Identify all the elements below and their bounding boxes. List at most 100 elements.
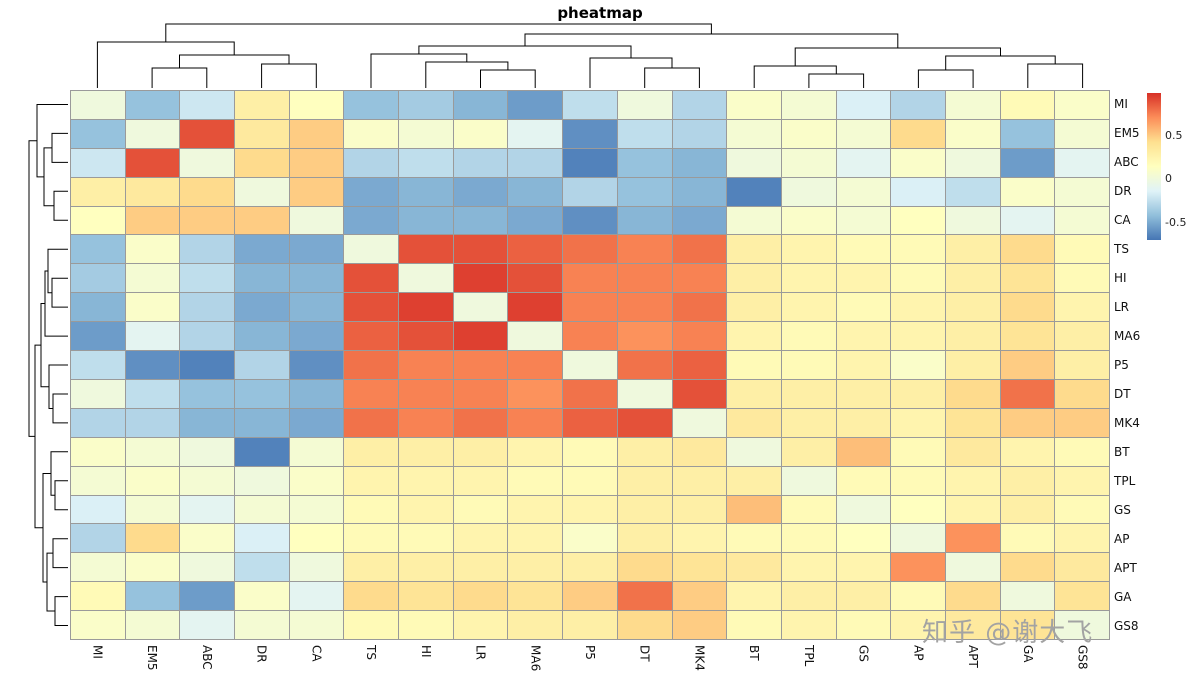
heatmap-cell xyxy=(891,524,945,553)
column-label: AP xyxy=(911,645,926,661)
heatmap-cell xyxy=(891,351,945,379)
heatmap-cell xyxy=(891,322,945,351)
heatmap-cell xyxy=(235,553,289,582)
heatmap-cell xyxy=(1000,611,1055,639)
heatmap-cell xyxy=(563,322,617,351)
heatmap-cell xyxy=(71,293,125,322)
row-label: GS8 xyxy=(1114,618,1139,633)
heatmap-cell xyxy=(508,582,563,611)
heatmap-cell xyxy=(508,148,563,177)
heatmap-cell xyxy=(781,322,836,351)
heatmap-cell xyxy=(289,553,344,582)
heatmap-cell xyxy=(508,437,563,466)
heatmap-cell xyxy=(71,177,125,206)
heatmap-cell xyxy=(891,611,945,639)
heatmap-cell xyxy=(891,553,945,582)
heatmap-cell xyxy=(672,611,727,639)
heatmap-cell xyxy=(1055,148,1109,177)
heatmap-cell xyxy=(672,379,727,408)
heatmap-cell xyxy=(945,408,1000,437)
heatmap-cell xyxy=(125,148,180,177)
column-label: ABC xyxy=(199,645,214,670)
heatmap-cell xyxy=(399,408,453,437)
heatmap-cell xyxy=(563,264,617,293)
heatmap-cell xyxy=(1055,437,1109,466)
heatmap-cell xyxy=(1055,293,1109,322)
column-label: DT xyxy=(637,645,652,662)
heatmap-cell xyxy=(399,177,453,206)
heatmap-cell xyxy=(1000,148,1055,177)
heatmap-cell xyxy=(945,379,1000,408)
heatmap-cell xyxy=(289,91,344,119)
heatmap-cell xyxy=(71,235,125,264)
heatmap-cell xyxy=(672,524,727,553)
heatmap-cell xyxy=(563,611,617,639)
heatmap-cell xyxy=(1000,582,1055,611)
heatmap-cell xyxy=(180,495,235,524)
heatmap-cell xyxy=(71,351,125,379)
heatmap-cell xyxy=(399,322,453,351)
column-label: BT xyxy=(747,645,762,661)
heatmap-cell xyxy=(836,437,891,466)
heatmap-cell xyxy=(617,91,672,119)
heatmap-cell xyxy=(235,293,289,322)
heatmap-cell xyxy=(289,582,344,611)
heatmap-cell xyxy=(508,351,563,379)
row-label: TS xyxy=(1114,242,1129,257)
heatmap-cell xyxy=(508,379,563,408)
heatmap-cell xyxy=(71,119,125,148)
heatmap-cell xyxy=(617,148,672,177)
heatmap-cell xyxy=(727,495,781,524)
heatmap-cell xyxy=(891,582,945,611)
heatmap-cell xyxy=(891,235,945,264)
heatmap-cell xyxy=(125,177,180,206)
heatmap-cell xyxy=(453,553,508,582)
heatmap-cell xyxy=(399,495,453,524)
heatmap-cell xyxy=(508,495,563,524)
heatmap-cell xyxy=(617,235,672,264)
heatmap-cell xyxy=(508,206,563,235)
heatmap-cell xyxy=(125,119,180,148)
heatmap-cell xyxy=(344,379,399,408)
heatmap-cell xyxy=(672,466,727,495)
heatmap-cell xyxy=(1000,524,1055,553)
heatmap-cell xyxy=(945,553,1000,582)
row-label: GS xyxy=(1114,502,1131,517)
heatmap-cell xyxy=(289,235,344,264)
heatmap-cell xyxy=(1000,177,1055,206)
heatmap-cell xyxy=(836,148,891,177)
heatmap-cell xyxy=(71,466,125,495)
heatmap-cell xyxy=(672,235,727,264)
heatmap-cell xyxy=(180,264,235,293)
heatmap-cell xyxy=(125,293,180,322)
heatmap-cell xyxy=(508,322,563,351)
heatmap-cell xyxy=(1000,264,1055,293)
heatmap-cell xyxy=(125,495,180,524)
heatmap-cell xyxy=(836,351,891,379)
heatmap-cell xyxy=(453,91,508,119)
heatmap-cell xyxy=(289,293,344,322)
heatmap-cell xyxy=(891,148,945,177)
heatmap-cell xyxy=(672,322,727,351)
heatmap-cell xyxy=(289,322,344,351)
row-label: MK4 xyxy=(1114,415,1140,430)
heatmap-cell xyxy=(727,322,781,351)
heatmap-cell xyxy=(836,495,891,524)
heatmap-cell xyxy=(180,582,235,611)
heatmap-cell xyxy=(672,119,727,148)
heatmap-cell xyxy=(563,91,617,119)
heatmap-cell xyxy=(836,119,891,148)
heatmap-cell xyxy=(71,91,125,119)
heatmap-cell xyxy=(71,582,125,611)
row-label: AP xyxy=(1114,531,1130,546)
heatmap-cell xyxy=(453,466,508,495)
heatmap-cell xyxy=(945,148,1000,177)
column-label: GS8 xyxy=(1075,645,1090,670)
heatmap-cell xyxy=(235,466,289,495)
heatmap-cell xyxy=(180,408,235,437)
row-label: MA6 xyxy=(1114,329,1141,344)
heatmap-cell xyxy=(836,235,891,264)
heatmap-cell xyxy=(672,495,727,524)
legend-tick-label: 0.5 xyxy=(1165,129,1183,143)
